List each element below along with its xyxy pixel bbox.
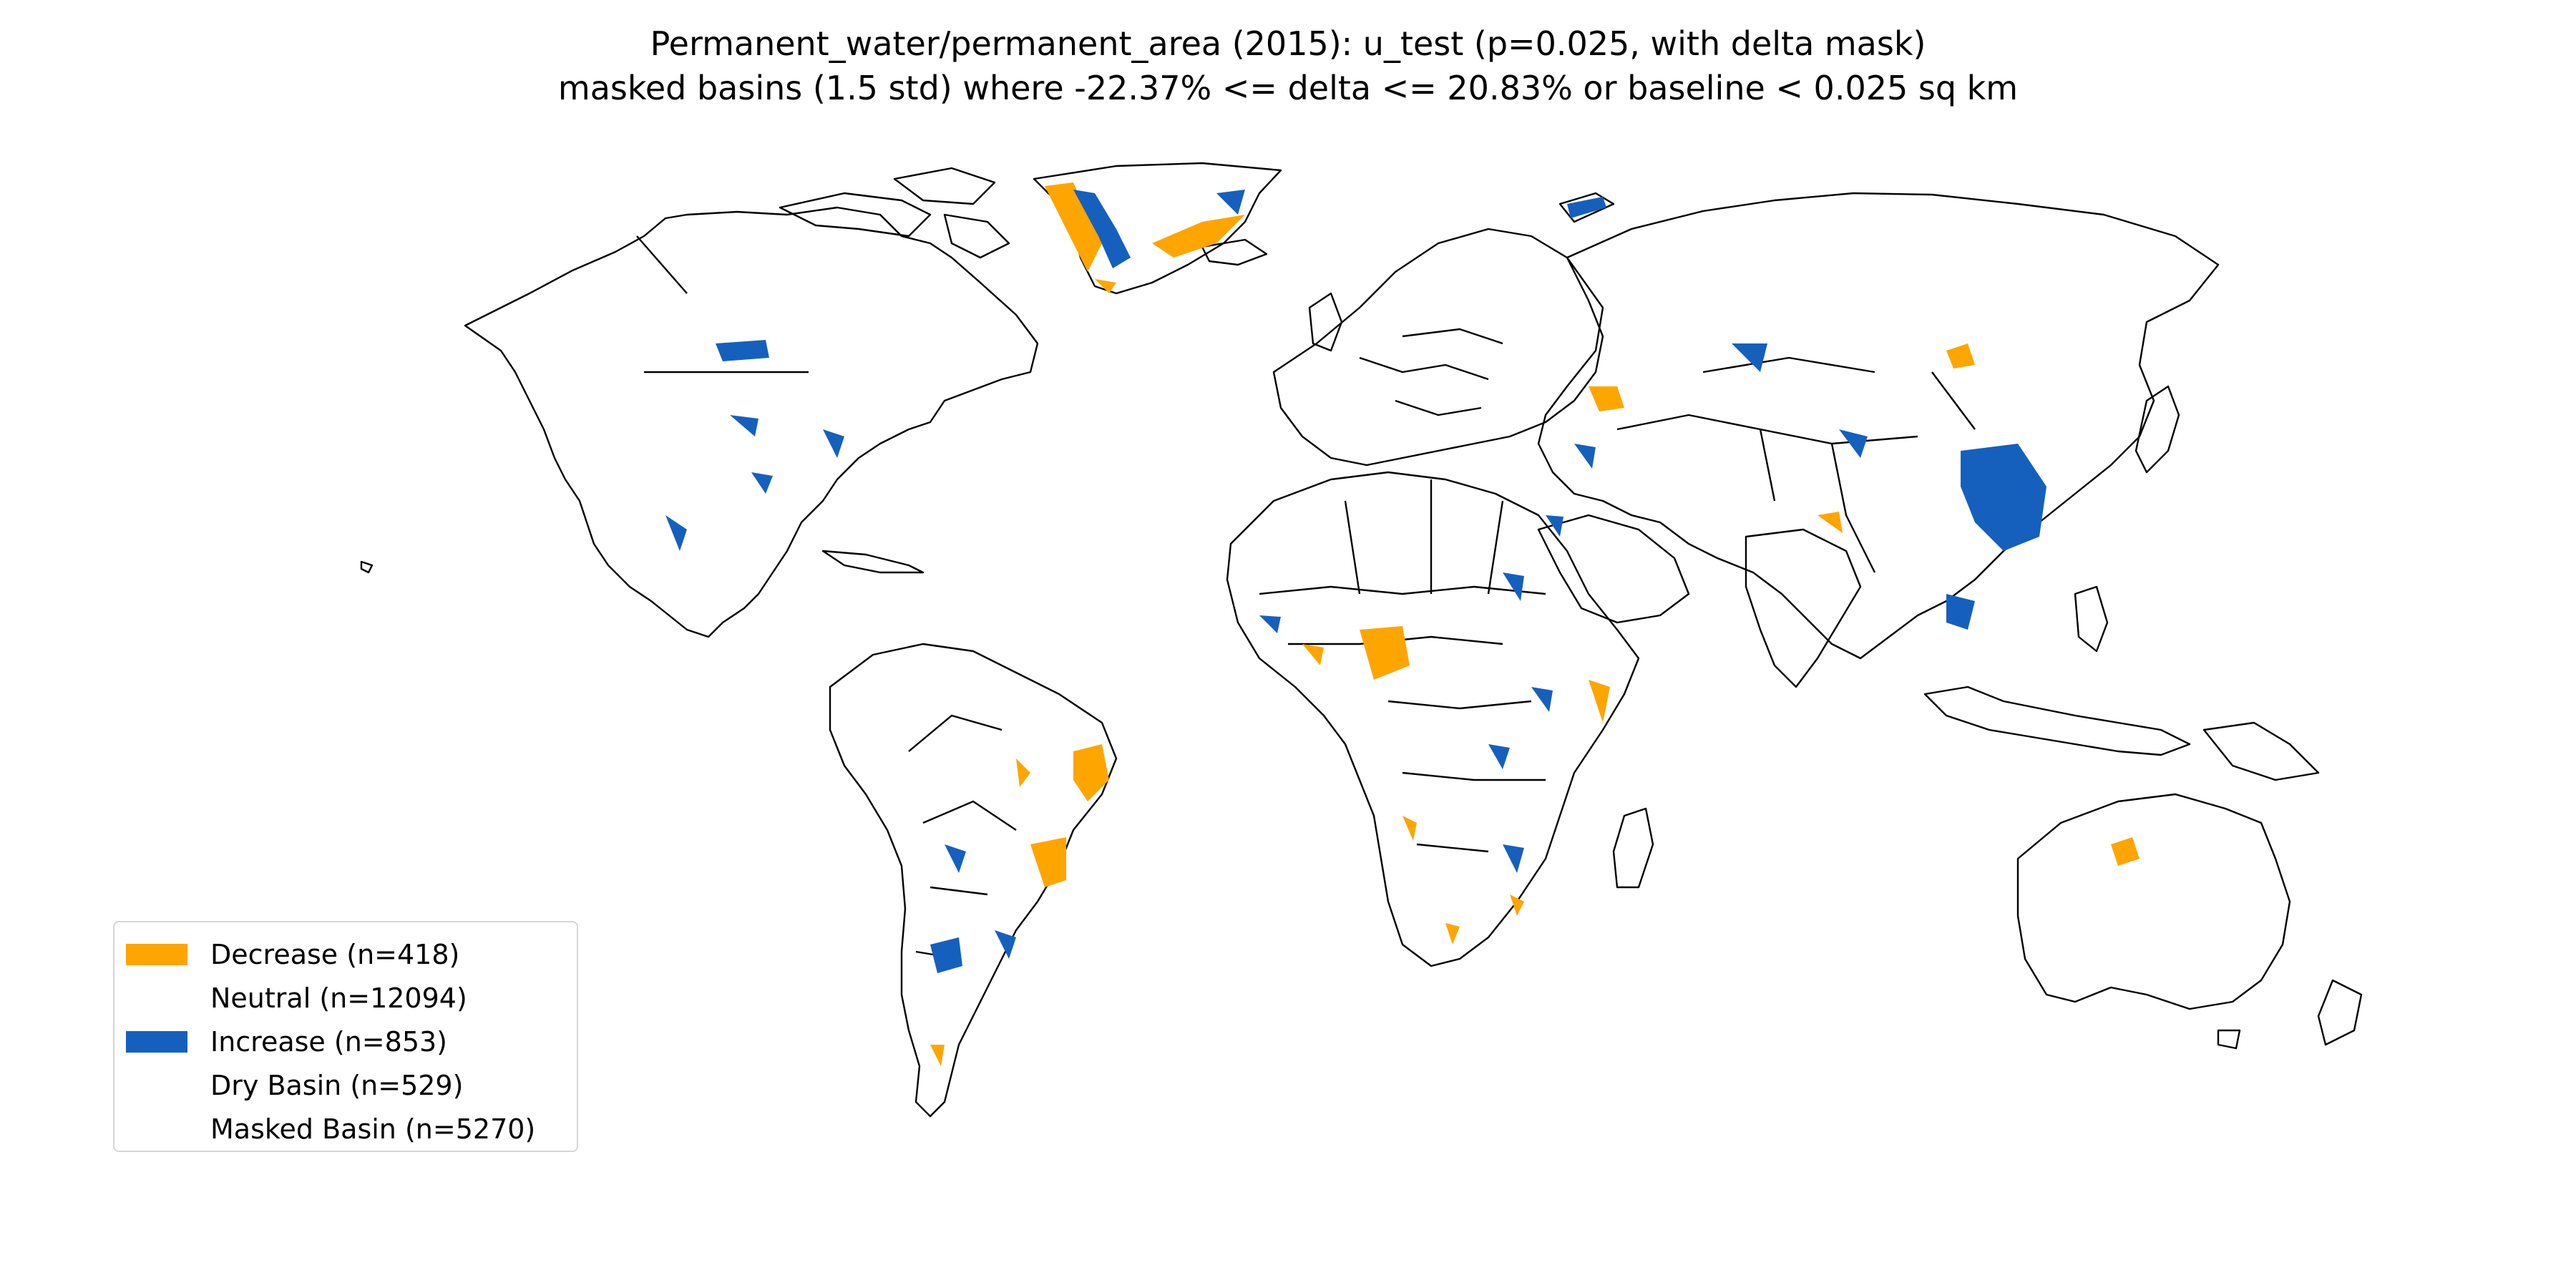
- decrease-basin-greenland: [1045, 182, 1245, 293]
- country-outlines: [360, 162, 2363, 1118]
- legend-item-neutral: Neutral (n=12094): [126, 976, 577, 1020]
- land-india: [1745, 528, 1862, 688]
- land-arctic-islands: [779, 167, 1010, 259]
- land-new-guinea: [2202, 721, 2320, 781]
- land-south-america: [829, 643, 1118, 1118]
- land-africa: [1226, 471, 1640, 967]
- title-line-2: masked basins (1.5 std) where -22.37% <=…: [557, 69, 2019, 107]
- decrease-basin-australia: [2111, 837, 2140, 866]
- decrease-basin-brazil: [1016, 744, 1109, 887]
- increase-basin-south-america: [930, 844, 1016, 973]
- land-north-america: [464, 206, 1039, 638]
- increase-basin-china: [1732, 343, 2046, 551]
- legend-item-masked-basin: Masked Basin (n=5270): [126, 1107, 577, 1151]
- legend-item-increase: Increase (n=853): [126, 1020, 577, 1063]
- land-new-zealand: [2317, 979, 2363, 1046]
- decrease-basin-west-africa: [1302, 626, 1610, 723]
- legend-label-decrease: Decrease (n=418): [210, 938, 460, 970]
- land-hawaii: [360, 560, 374, 574]
- land-cuba: [821, 550, 924, 574]
- land-europe: [1272, 228, 1604, 467]
- land-philippines: [2074, 585, 2109, 653]
- decrease-basin-asia: [1589, 343, 1975, 533]
- legend-label-neutral: Neutral (n=12094): [210, 982, 467, 1014]
- land-alaska-border: [636, 235, 688, 294]
- legend-label-dry-basin: Dry Basin (n=529): [210, 1069, 464, 1101]
- increase-basin-middle-east: [1546, 444, 1596, 537]
- land-arabia: [1537, 514, 1690, 624]
- land-europe-borders: [1359, 328, 1503, 416]
- legend-label-increase: Increase (n=853): [210, 1025, 447, 1058]
- decrease-basin-southern-africa: [1402, 816, 1524, 945]
- increase-basin-greenland: [1073, 190, 1245, 268]
- legend-swatch-masked-basin: [126, 1118, 187, 1140]
- increase-basin-usa: [665, 415, 844, 551]
- legend-swatch-decrease: [126, 943, 187, 965]
- land-japan: [2135, 385, 2180, 474]
- legend-item-decrease: Decrease (n=418): [126, 932, 577, 976]
- legend-swatch-dry-basin: [126, 1074, 187, 1096]
- land-indonesia: [1923, 686, 2191, 756]
- legend: Decrease (n=418) Neutral (n=12094) Incre…: [113, 921, 578, 1152]
- increase-basin-se-asia: [1946, 594, 1975, 630]
- legend-swatch-increase: [126, 1030, 187, 1053]
- figure-title: Permanent_water/permanent_area (2015): u…: [0, 21, 2576, 110]
- legend-label-masked-basin: Masked Basin (n=5270): [210, 1113, 536, 1145]
- increase-basin-canada: [716, 340, 769, 361]
- increase-basins: [665, 190, 2046, 973]
- legend-swatch-neutral: [126, 987, 187, 1009]
- decrease-basins: [930, 182, 2140, 1066]
- land-australia: [2016, 793, 2291, 1010]
- land-novaya-zemlya: [1558, 192, 1615, 223]
- decrease-basin-patagonia: [930, 1045, 945, 1066]
- land-asia: [1537, 192, 2220, 660]
- land-tasmania: [2217, 1029, 2241, 1050]
- title-line-1: Permanent_water/permanent_area (2015): u…: [650, 24, 1926, 63]
- land-iceland: [1201, 238, 1268, 266]
- land-asia-borders: [1616, 356, 1976, 573]
- land-madagascar: [1612, 807, 1654, 889]
- increase-basin-novaya-zemlya: [1567, 197, 1606, 218]
- land-sa-borders: [908, 714, 1017, 960]
- increase-basin-africa: [1259, 572, 1553, 873]
- legend-item-dry-basin: Dry Basin (n=529): [126, 1063, 577, 1107]
- land-uk: [1308, 292, 1343, 352]
